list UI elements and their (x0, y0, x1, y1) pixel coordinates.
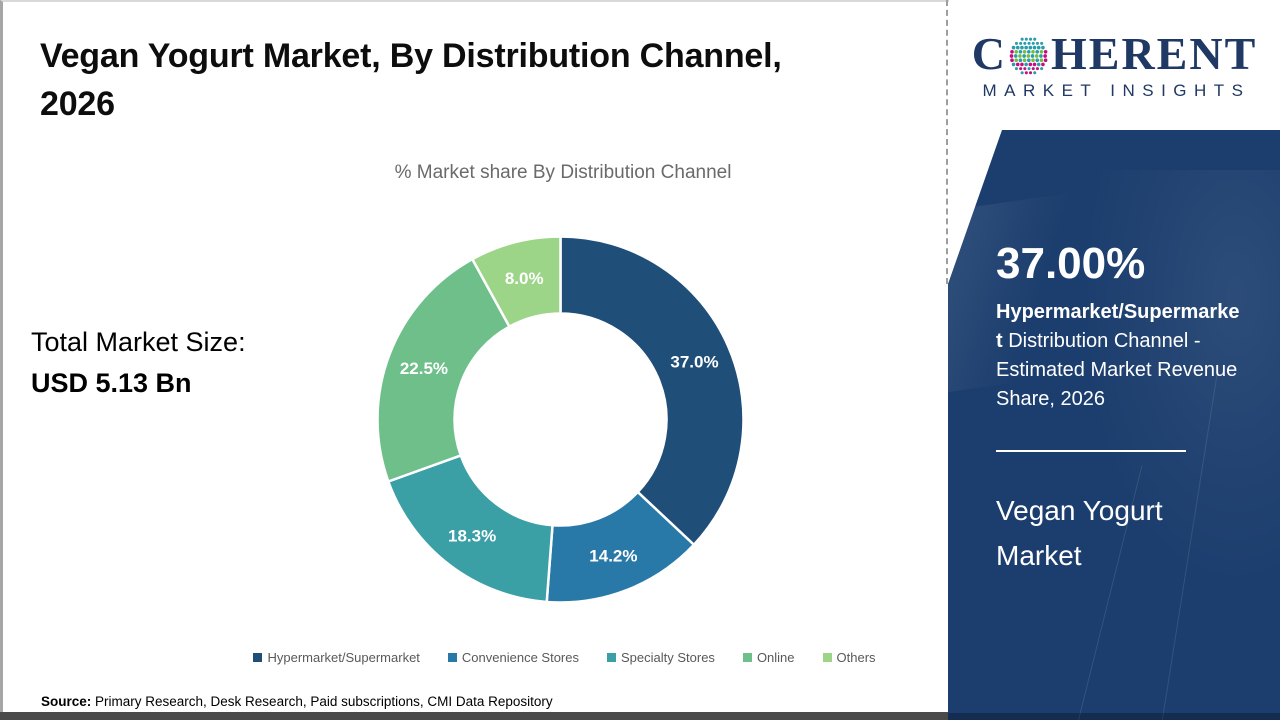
slice-label-3: 18.3% (448, 527, 496, 546)
chart-title: % Market share By Distribution Channel (394, 162, 732, 183)
slice-label-2: 14.2% (589, 547, 637, 566)
logo-subtitle: MARKET INSIGHTS (982, 80, 1251, 100)
legend-swatch-icon (447, 653, 457, 662)
stat-description: Hypermarket/Supermarket Distribution Cha… (996, 298, 1242, 414)
logo-box: C HERENT MARKET INSIGHTS (949, 0, 1280, 131)
donut-slice-4 (376, 257, 511, 483)
sidebar-market-title: Vegan Yogurt Market (996, 495, 1163, 571)
chart-legend: Hypermarket/Supermarket Convenience Store… (177, 650, 952, 665)
logo-letters-rest: HERENT (1050, 27, 1258, 79)
donut-slice-1 (559, 235, 745, 547)
main-panel: Vegan Yogurt Market, By Distribution Cha… (0, 0, 949, 712)
legend-item-1: Hypermarket/Supermarket (253, 650, 420, 665)
stat-description-rest: Distribution Channel - Estimated Market … (996, 330, 1238, 410)
source-text: Primary Research, Desk Research, Paid su… (91, 694, 553, 709)
legend-swatch-icon (253, 653, 263, 662)
report-title: Vegan Yogurt Market, By Distribution Cha… (40, 32, 920, 128)
total-market-size-value: USD 5.13 Bn (31, 368, 192, 398)
legend-item-4: Online (742, 650, 795, 665)
legend-label: Online (756, 650, 795, 665)
slice-label-4: 22.5% (400, 359, 448, 378)
legend-label: Others (836, 650, 876, 665)
sidebar-panel: 37.00% Hypermarket/Supermarket Distribut… (948, 130, 1280, 720)
legend-swatch-icon (742, 653, 752, 662)
legend-label: Hypermarket/Supermarket (267, 650, 420, 665)
legend-label: Convenience Stores (461, 650, 579, 665)
source-note: Source: Primary Research, Desk Research,… (41, 694, 553, 709)
legend-swatch-icon (822, 653, 832, 662)
total-market-size: Total Market Size: USD 5.13 Bn (31, 322, 246, 404)
legend-item-2: Convenience Stores (447, 650, 579, 665)
donut-chart: 37.0% 14.2% 18.3% 22.5% 8.0% (376, 235, 745, 604)
slice-label-1: 37.0% (670, 352, 718, 371)
slice-label-5: 8.0% (505, 269, 544, 288)
legend-swatch-icon (607, 653, 616, 662)
stat-value: 37.00% (996, 239, 1146, 288)
report-title-line2: 2026 (40, 85, 115, 123)
divider-line (996, 450, 1186, 452)
panel-bottom-edge (948, 713, 1280, 720)
logo-letter-c: C (971, 27, 1007, 79)
legend-label: Specialty Stores (621, 650, 715, 665)
logo-globe-icon (1009, 37, 1048, 74)
stat-description-bold: Hypermarket/Supermarket (996, 301, 1240, 352)
report-title-line1: Vegan Yogurt Market, By Distribution Cha… (40, 37, 782, 75)
total-market-size-label: Total Market Size: (31, 327, 246, 357)
coherent-logo: C HERENT (971, 27, 1258, 79)
sidebar-content: 37.00% Hypermarket/Supermarket Distribut… (996, 238, 1252, 578)
legend-item-3: Specialty Stores (607, 650, 715, 665)
donut-slice-5 (471, 235, 562, 328)
dashed-divider (946, 0, 948, 284)
source-prefix: Source: (41, 694, 92, 709)
bottom-band (0, 712, 949, 720)
legend-item-5: Others (822, 650, 876, 665)
